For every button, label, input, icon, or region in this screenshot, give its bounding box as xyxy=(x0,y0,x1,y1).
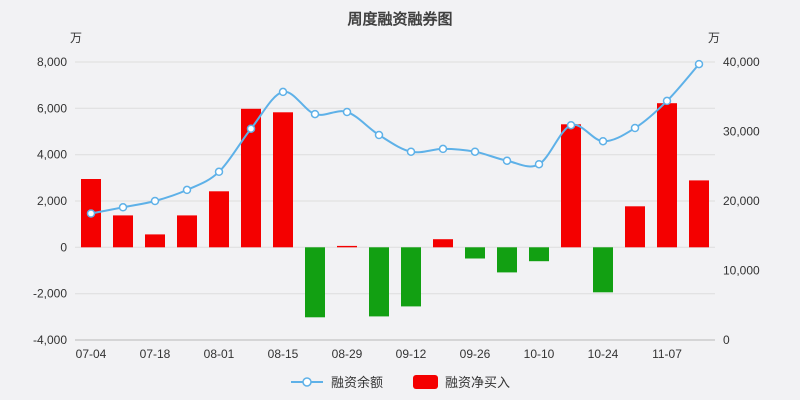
x-axis-label: 07-18 xyxy=(140,347,171,361)
y-axis-label-right: 20,000 xyxy=(723,194,760,208)
line-point-marker[interactable] xyxy=(182,185,192,195)
line-point-marker[interactable] xyxy=(246,124,256,133)
x-axis-label: 09-26 xyxy=(460,347,491,361)
bar-net-buy[interactable] xyxy=(209,191,229,248)
y-axis-label-left: 6,000 xyxy=(37,101,67,115)
x-axis-label: 10-24 xyxy=(588,347,619,361)
bar-net-buy[interactable] xyxy=(241,108,261,248)
bar-series-marker-icon xyxy=(413,374,438,389)
x-axis-label: 09-12 xyxy=(396,347,427,361)
bar-net-buy[interactable] xyxy=(401,247,421,307)
y-axis-label-left: 8,000 xyxy=(37,55,67,69)
line-point-marker[interactable] xyxy=(662,96,672,106)
legend-item-margin-balance[interactable]: 融资余额 xyxy=(290,372,383,391)
legend-label-margin-balance: 融资余额 xyxy=(330,375,383,390)
line-point-marker[interactable] xyxy=(694,59,704,69)
bar-net-buy[interactable] xyxy=(465,247,485,259)
y-axis-label-right: 0 xyxy=(723,333,730,347)
bar-net-buy[interactable] xyxy=(113,215,133,248)
y-axis-label-right: 30,000 xyxy=(723,125,760,139)
chart-title: 周度融资融券图 xyxy=(347,11,453,28)
line-point-marker[interactable] xyxy=(534,159,544,169)
line-point-marker[interactable] xyxy=(310,109,320,119)
x-axis-label: 08-29 xyxy=(332,347,363,361)
x-axis-label: 08-15 xyxy=(268,347,299,361)
x-axis-label: 10-10 xyxy=(524,347,555,361)
line-point-marker[interactable] xyxy=(406,147,416,156)
y-axis-label-left: 4,000 xyxy=(37,148,67,162)
right-axis-unit: 万 xyxy=(708,31,721,45)
bar-net-buy[interactable] xyxy=(305,247,325,318)
left-axis-unit: 万 xyxy=(70,31,83,45)
line-point-marker[interactable] xyxy=(598,136,608,146)
y-axis-label-left: 2,000 xyxy=(37,194,67,208)
legend-item-net-buy[interactable]: 融资净买入 xyxy=(413,372,510,391)
y-axis-label-right: 40,000 xyxy=(723,55,760,69)
legend-label-net-buy: 融资净买入 xyxy=(445,375,511,390)
line-point-marker[interactable] xyxy=(438,144,448,154)
line-point-marker[interactable] xyxy=(374,130,384,140)
line-point-marker[interactable] xyxy=(630,123,640,133)
legend: 融资余额 融资净买入 xyxy=(0,372,800,391)
x-axis-label: 07-04 xyxy=(76,347,107,361)
line-point-marker[interactable] xyxy=(502,156,512,165)
x-axis-label: 08-01 xyxy=(204,347,235,361)
y-axis-label-left: -2,000 xyxy=(33,287,67,301)
bar-net-buy[interactable] xyxy=(497,247,517,273)
y-axis-label-left: -4,000 xyxy=(33,333,67,347)
bar-net-buy[interactable] xyxy=(625,206,645,248)
y-axis-label-right: 10,000 xyxy=(723,264,760,278)
line-point-marker[interactable] xyxy=(470,147,480,156)
line-point-marker[interactable] xyxy=(566,120,576,130)
line-point-marker[interactable] xyxy=(150,196,160,206)
bar-net-buy[interactable] xyxy=(145,234,165,248)
line-point-marker[interactable] xyxy=(342,107,352,117)
bar-net-buy[interactable] xyxy=(689,180,709,248)
bar-net-buy[interactable] xyxy=(273,112,293,248)
bar-net-buy[interactable] xyxy=(369,247,389,317)
bar-net-buy[interactable] xyxy=(529,247,549,262)
bar-net-buy[interactable] xyxy=(561,124,581,248)
bar-net-buy[interactable] xyxy=(593,247,613,293)
line-point-marker[interactable] xyxy=(118,203,128,212)
line-point-marker[interactable] xyxy=(278,87,288,97)
line-point-marker[interactable] xyxy=(86,209,96,218)
bar-net-buy[interactable] xyxy=(177,215,197,248)
line-series-marker-icon xyxy=(290,376,323,387)
bar-net-buy[interactable] xyxy=(657,103,677,248)
line-point-marker[interactable] xyxy=(214,167,224,177)
x-axis-label: 11-07 xyxy=(652,347,682,361)
bar-net-buy[interactable] xyxy=(433,239,453,248)
bar-net-buy[interactable] xyxy=(337,245,357,248)
line-margin-balance xyxy=(90,63,700,215)
y-axis-label-left: 0 xyxy=(60,240,67,254)
